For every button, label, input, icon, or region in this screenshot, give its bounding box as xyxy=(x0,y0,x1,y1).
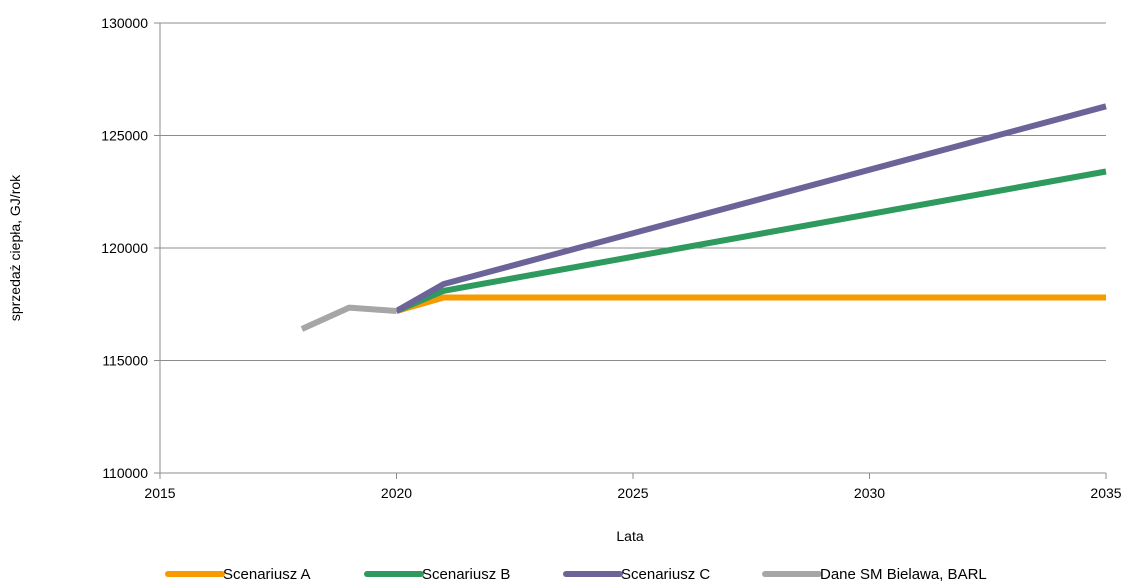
legend-label-4: Dane SM Bielawa, BARL xyxy=(820,566,987,583)
y-tick-label: 125000 xyxy=(101,128,148,144)
y-tick-label: 110000 xyxy=(102,465,148,481)
legend: Scenariusz A Scenariusz B Scenariusz C Dane… xyxy=(165,566,987,583)
x-tick-label: 2035 xyxy=(1090,485,1121,501)
axes: 110000 115000 120000 125000 130000 2015 2020 20… xyxy=(101,15,1121,501)
series-line-2 xyxy=(395,168,1107,314)
y-tick-label: 130000 xyxy=(101,15,148,31)
series-line-3 xyxy=(395,103,1107,314)
series-line-1 xyxy=(395,294,1106,314)
series-lines xyxy=(300,103,1107,332)
y-axis-title: sprzedaż ciepła, GJ/rok xyxy=(7,174,23,321)
gridlines xyxy=(160,22,1106,474)
x-tick-label: 2020 xyxy=(381,485,412,501)
x-tick-label: 2030 xyxy=(854,485,885,501)
y-tick-label: 115000 xyxy=(102,353,148,369)
legend-label-2: Scenariusz B xyxy=(422,566,510,583)
legend-label-1: Scenariusz A xyxy=(223,566,311,583)
y-tick-label: 120000 xyxy=(101,240,148,256)
series-line-4 xyxy=(300,304,397,332)
x-tick-label: 2015 xyxy=(144,485,175,501)
x-tick-label: 2025 xyxy=(617,485,648,501)
x-axis-title: Lata xyxy=(616,528,643,544)
legend-label-3: Scenariusz C xyxy=(621,566,710,583)
